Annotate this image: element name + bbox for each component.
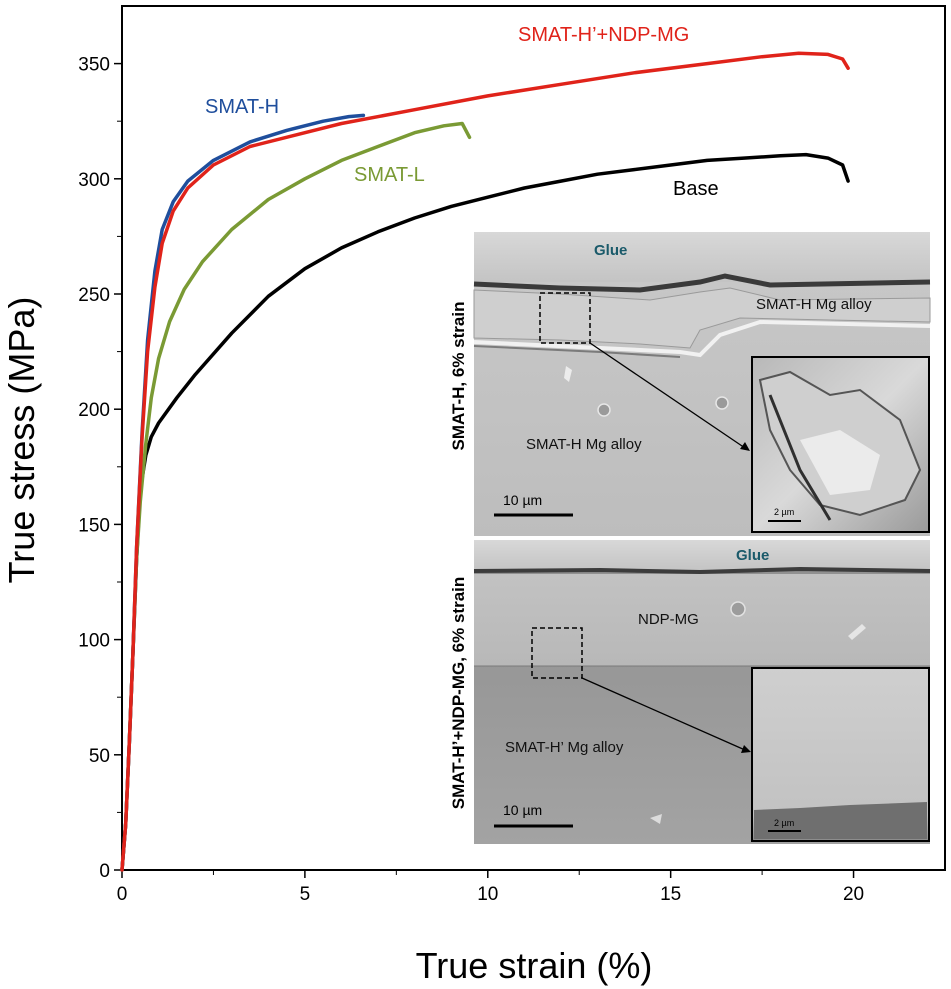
- series-line-smat-l: [120, 121, 472, 872]
- glue-label-bottom: Glue: [736, 547, 769, 564]
- y-tick-label: 150: [78, 515, 110, 536]
- label-base: Base: [673, 178, 719, 200]
- series-layer: [120, 51, 850, 872]
- y-tick-label: 200: [78, 400, 110, 421]
- zoom-box-top: [539, 292, 591, 344]
- crack-line-top: [473, 273, 931, 293]
- y-tick-label: 350: [78, 55, 110, 76]
- smat-h-mg-alloy-label-upper: SMAT-H Mg alloy: [756, 296, 872, 313]
- x-tick-label: 10: [477, 884, 498, 905]
- smat-h-mg-alloy-label-lower: SMAT-H Mg alloy: [526, 436, 642, 453]
- interface-highlight-top: [473, 319, 931, 358]
- particle-spot: [597, 403, 611, 417]
- debris-spot: [564, 366, 572, 382]
- x-tick-label: 0: [117, 884, 128, 905]
- coating-debris: [848, 624, 866, 640]
- particle-spot: [715, 396, 729, 410]
- glue-label-top: Glue: [594, 242, 627, 259]
- zoom-arrow-bottom: [581, 677, 746, 751]
- scale-label-zoom-top: 2 µm: [774, 507, 794, 517]
- y-tick-label: 250: [78, 285, 110, 306]
- side-label-bottom: SMAT-H’+NDP-MG, 6% strain: [449, 577, 468, 810]
- x-tick-label: 20: [843, 884, 864, 905]
- x-axis-title: True strain (%): [416, 945, 653, 986]
- interface-shadow-top: [473, 345, 681, 358]
- glue-band-bottom: [474, 540, 930, 570]
- zoom-substrate-bottom: [754, 802, 927, 839]
- side-label-top: SMAT-H, 6% strain: [449, 302, 468, 451]
- coating-particle: [730, 601, 746, 617]
- series-line-smat-h-ndp-mg: [120, 51, 850, 872]
- y-tick-label: 100: [78, 631, 110, 652]
- zoom-fracture-bright: [800, 430, 880, 495]
- series-line-smat-h: [120, 113, 366, 872]
- inset-panel-bottom: Glue NDP-MG SMAT-H’ Mg alloy 10 µm 2 µm …: [449, 540, 931, 844]
- zoom-box-bottom: [531, 627, 583, 679]
- ndp-mg-label: NDP-MG: [638, 611, 699, 628]
- scale-label-main-bottom: 10 µm: [503, 802, 542, 818]
- substrate-debris: [650, 814, 662, 824]
- label-smat-h-prime-ndp-mg: SMAT-H’+NDP-MG: [518, 24, 689, 46]
- y-tick-label: 300: [78, 170, 110, 191]
- glue-band-top: [474, 232, 930, 282]
- ndp-mg-coating: [474, 574, 930, 666]
- smat-h-prime-mg-alloy-label: SMAT-H’ Mg alloy: [505, 739, 624, 756]
- zoom-arrowhead-bottom: [741, 745, 751, 753]
- scale-label-zoom-bottom: 2 µm: [774, 818, 794, 828]
- smat-layer-top: [473, 287, 931, 349]
- y-axis-title: True stress (MPa): [1, 297, 42, 584]
- x-tick-label: 15: [660, 884, 681, 905]
- y-tick-label: 0: [99, 861, 110, 882]
- scale-label-main-top: 10 µm: [503, 492, 542, 508]
- plot-frame: [121, 5, 946, 871]
- inset-panel-top: Glue SMAT-H Mg alloy SMAT-H Mg alloy 10 …: [449, 232, 931, 536]
- y-tick-label: 50: [89, 746, 110, 767]
- label-smat-h: SMAT-H: [205, 96, 279, 118]
- x-tick-label: 5: [300, 884, 311, 905]
- glue-interface-bottom: [473, 566, 931, 575]
- zoom-arrow-top: [589, 342, 746, 449]
- zoom-arrowhead-top: [740, 442, 750, 451]
- zoom-crack-top: [768, 394, 832, 521]
- label-smat-l: SMAT-L: [354, 164, 425, 186]
